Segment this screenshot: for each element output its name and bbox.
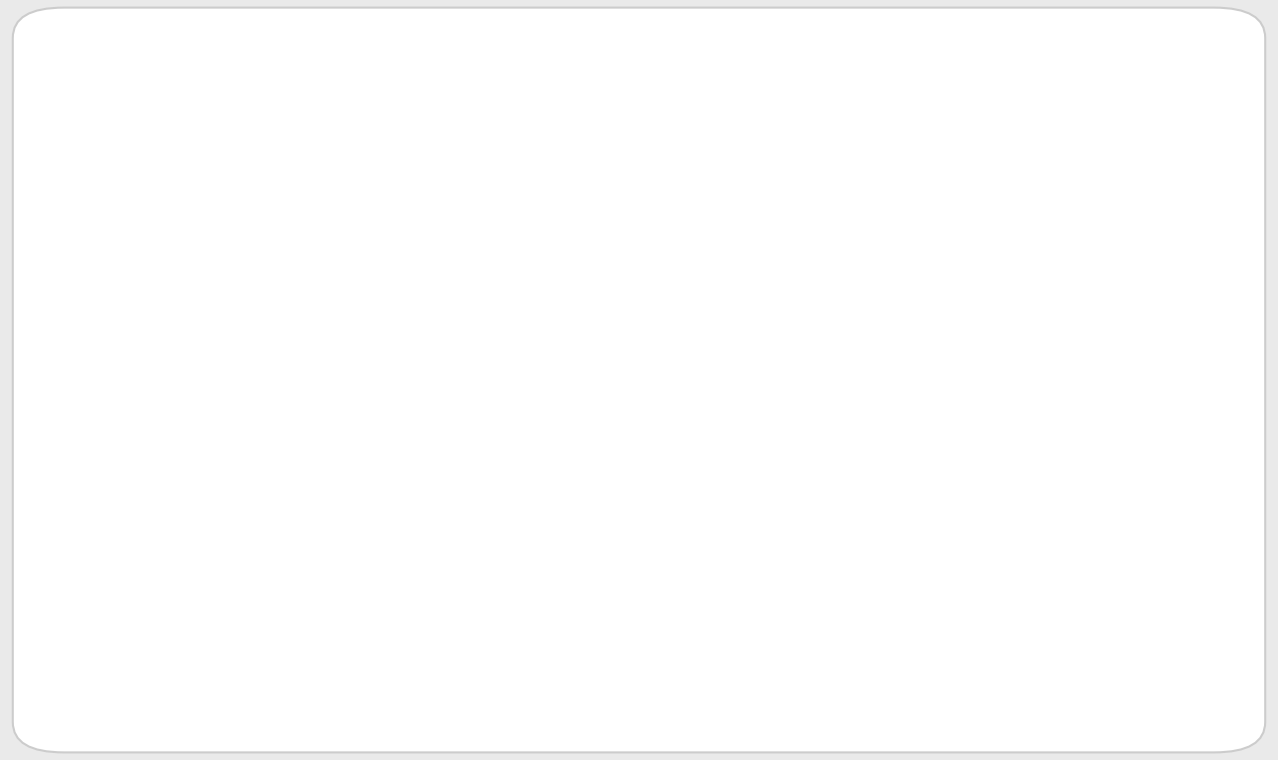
Text: 22.9: 22.9: [916, 516, 953, 534]
Text: 7.9: 7.9: [989, 600, 1016, 619]
Bar: [502, 106, 852, 669]
Text: Plaque Elevation: Plaque Elevation: [596, 123, 759, 142]
FancyBboxPatch shape: [1080, 337, 1136, 669]
FancyBboxPatch shape: [769, 536, 827, 669]
Text: 59.0: 59.0: [1090, 313, 1126, 331]
FancyBboxPatch shape: [219, 649, 275, 669]
FancyBboxPatch shape: [702, 345, 759, 669]
Text: 17.8: 17.8: [538, 545, 575, 563]
FancyBboxPatch shape: [391, 568, 449, 669]
FancyBboxPatch shape: [974, 625, 1031, 669]
Text: 3.5: 3.5: [234, 625, 259, 644]
Title: Patients with 2-grade baseline improvement: Patients with 2-grade baseline improveme…: [415, 62, 939, 87]
Text: Erythema: Erythema: [252, 123, 346, 142]
FancyBboxPatch shape: [596, 608, 653, 669]
FancyBboxPatch shape: [1148, 540, 1204, 669]
Text: 22.8: 22.8: [1158, 517, 1195, 535]
FancyBboxPatch shape: [906, 540, 964, 669]
Text: 57.6: 57.6: [712, 321, 749, 339]
Text: 51.5: 51.5: [334, 356, 371, 374]
Legend: BRYHALI Lotion, Vehicle Lotion: BRYHALI Lotion, Vehicle Lotion: [496, 719, 859, 750]
FancyBboxPatch shape: [528, 568, 585, 669]
Text: 15.3: 15.3: [160, 559, 197, 577]
FancyBboxPatch shape: [151, 583, 207, 669]
Text: Scaling: Scaling: [1020, 123, 1090, 142]
Y-axis label: % OF PATIENTS: % OF PATIENTS: [50, 323, 65, 452]
Text: 10.8: 10.8: [606, 584, 643, 603]
FancyBboxPatch shape: [323, 379, 381, 669]
Text: 17.9: 17.9: [401, 544, 438, 562]
Text: 23.6: 23.6: [780, 512, 817, 530]
